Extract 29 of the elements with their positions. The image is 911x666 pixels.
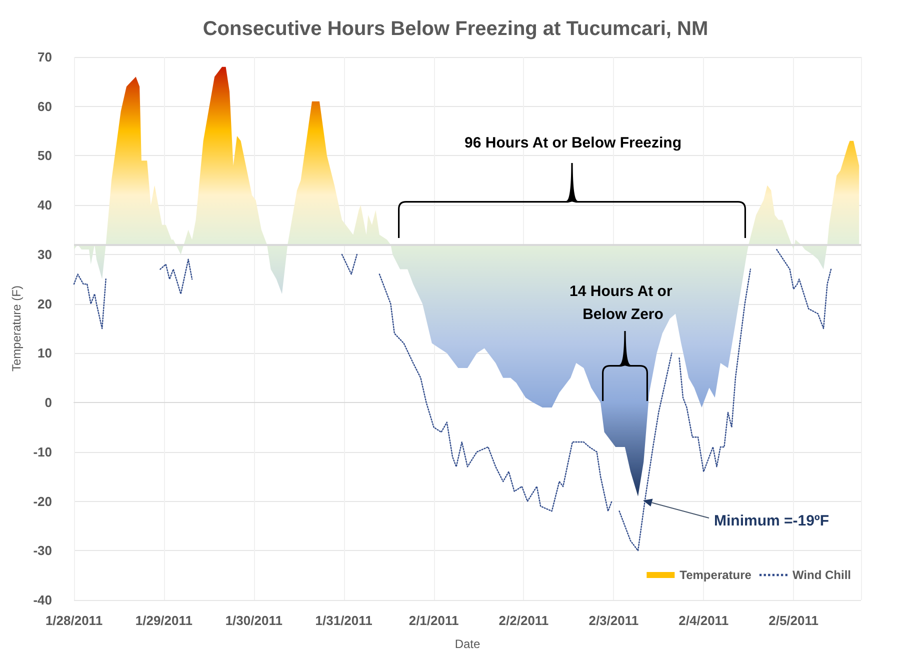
x-tick-label: 1/31/2011 bbox=[315, 613, 372, 628]
legend-label: Temperature bbox=[680, 568, 752, 582]
x-tick-label: 2/1/2011 bbox=[408, 613, 459, 628]
y-tick-label: -20 bbox=[33, 494, 52, 509]
chart-title: Consecutive Hours Below Freezing at Tucumcari, NM bbox=[202, 18, 708, 40]
x-tick-label: 1/28/2011 bbox=[45, 613, 103, 628]
legend-label: Wind Chill bbox=[792, 568, 851, 582]
annotation: 14 Hours At or Below Zero bbox=[570, 283, 676, 323]
y-tick-label: -40 bbox=[33, 592, 52, 608]
y-tick-label: 50 bbox=[38, 148, 52, 164]
y-tick-label: -30 bbox=[33, 543, 52, 558]
y-tick-label: 40 bbox=[38, 198, 52, 213]
x-tick-label: 2/5/2011 bbox=[768, 613, 818, 628]
x-tick-label: 1/29/2011 bbox=[135, 613, 193, 628]
x-axis-title: Date bbox=[454, 637, 480, 651]
y-tick-label: 10 bbox=[38, 346, 52, 361]
y-tick-label: 70 bbox=[38, 50, 52, 64]
y-axis-title: Temperature (F) bbox=[9, 285, 24, 372]
y-tick-label: 0 bbox=[44, 395, 52, 410]
y-tick-label: 30 bbox=[38, 246, 52, 262]
x-tick-label: 2/2/2011 bbox=[498, 613, 549, 628]
x-tick-label: 2/3/2011 bbox=[588, 613, 639, 628]
x-tick-label: 1/30/2011 bbox=[225, 613, 282, 628]
y-tick-label: 60 bbox=[38, 98, 52, 114]
y-tick-label: 20 bbox=[38, 296, 52, 312]
annotation: Minimum =-19ºF bbox=[714, 512, 830, 530]
x-tick-label: 2/4/2011 bbox=[678, 613, 729, 628]
annotation: 96 Hours At or Below Freezing bbox=[464, 134, 682, 152]
y-tick-label: -10 bbox=[33, 444, 52, 460]
